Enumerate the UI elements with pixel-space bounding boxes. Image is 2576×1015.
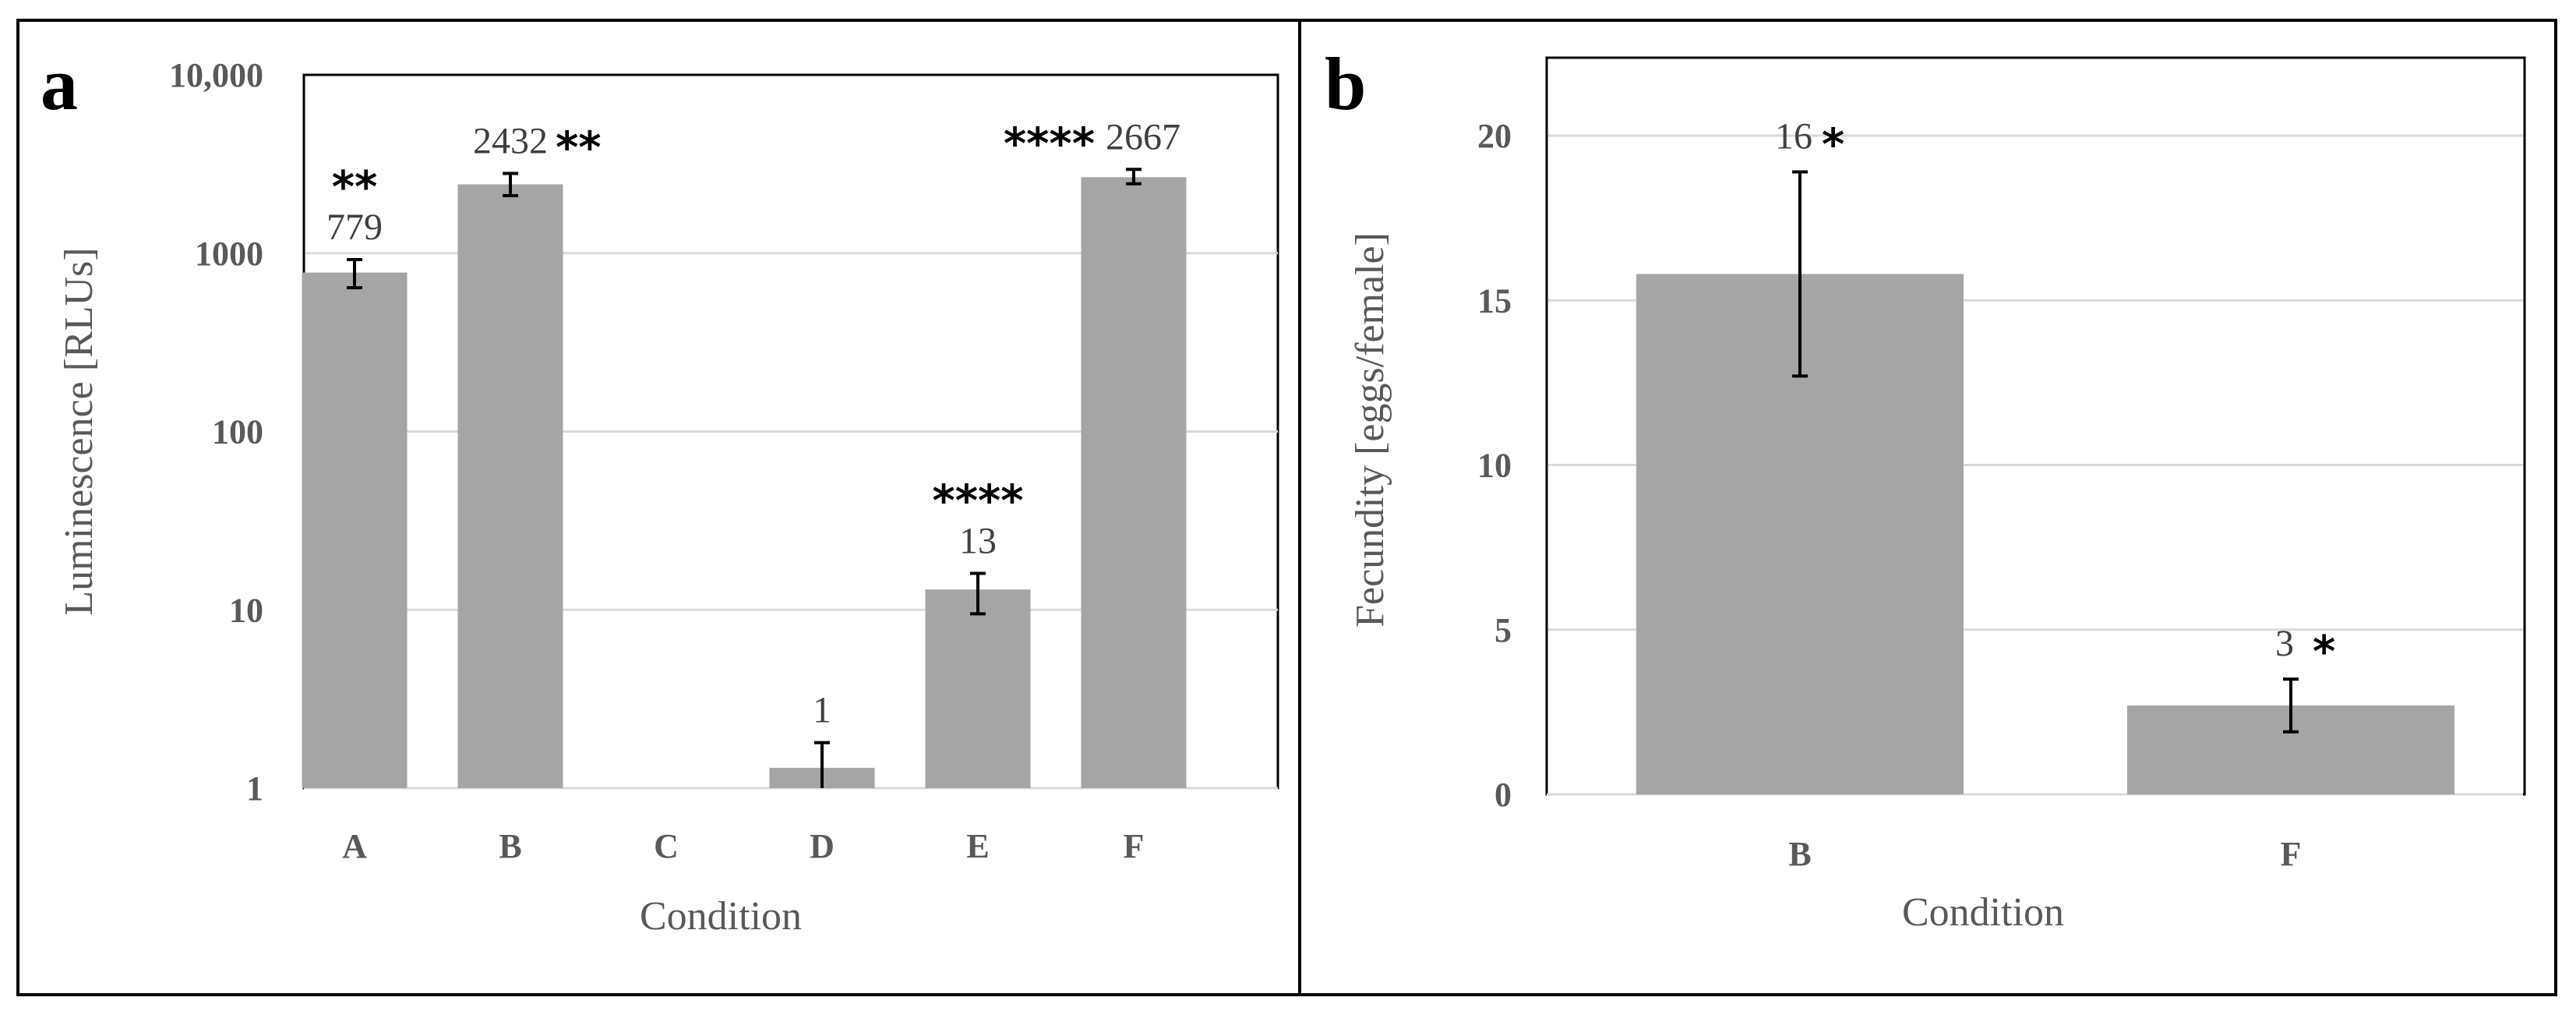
significance-marker: * — [2313, 627, 2335, 677]
x-tick-label: C — [654, 827, 679, 865]
x-axis-label: Condition — [640, 894, 802, 939]
data-label: 2432 — [473, 120, 548, 161]
significance-marker: **** — [932, 476, 1023, 527]
y-tick-label: 15 — [1477, 281, 1512, 320]
significance-marker: * — [1822, 119, 1844, 170]
error-bar — [814, 741, 830, 788]
y-tick-label: 0 — [1494, 776, 1512, 814]
y-tick-label: 10,000 — [169, 56, 263, 94]
chart-b: 0 5 10 15 20 Fecundity [eggs/female] Condition… — [1348, 115, 2523, 935]
y-axis-label: Fecundity [eggs/female] — [1348, 232, 1392, 628]
error-bar — [347, 258, 362, 290]
x-tick-label: F — [2281, 835, 2302, 873]
y-tick-label: 1 — [246, 769, 263, 808]
panel-a-letter: a — [41, 42, 78, 126]
y-tick-label: 1000 — [195, 235, 263, 273]
x-tick-label: F — [1124, 827, 1145, 865]
x-axis-label: Condition — [1902, 890, 2064, 935]
error-bar — [1126, 168, 1142, 186]
y-tick-label: 20 — [1477, 117, 1512, 155]
data-label: 13 — [959, 521, 997, 562]
data-label: 3 — [2275, 623, 2294, 664]
data-label: 1 — [813, 690, 831, 731]
significance-marker: **** — [1004, 118, 1095, 169]
y-tick-label: 10 — [1477, 447, 1512, 485]
data-label: 779 — [326, 207, 383, 248]
x-tick-label: E — [966, 827, 989, 865]
x-tick-label: B — [1788, 835, 1811, 873]
x-tick-label: D — [810, 827, 835, 865]
bar — [1081, 177, 1187, 788]
bar — [457, 184, 563, 789]
error-bar — [503, 172, 518, 198]
y-tick-label: 10 — [229, 591, 263, 629]
panel-b-frame — [1298, 19, 2557, 996]
x-tick-label: B — [499, 827, 521, 865]
chart-a: 1 10 100 1000 10,000 Luminescence [RLUs] Condi… — [57, 56, 1278, 939]
x-tick-label: A — [342, 827, 367, 865]
data-label: 16 — [1775, 115, 1812, 157]
bar — [925, 589, 1031, 788]
significance-marker: ** — [332, 162, 378, 213]
significance-marker: ** — [556, 122, 602, 173]
y-axis-label: Luminescence [RLUs] — [57, 247, 101, 615]
panel-b-letter: b — [1325, 42, 1366, 126]
y-tick-label: 100 — [212, 413, 263, 451]
error-bar — [970, 571, 986, 616]
data-label: 2667 — [1106, 116, 1180, 157]
y-tick-label: 5 — [1494, 611, 1512, 649]
bar — [302, 272, 408, 789]
error-bar — [2283, 677, 2299, 734]
error-bar — [1792, 170, 1808, 378]
